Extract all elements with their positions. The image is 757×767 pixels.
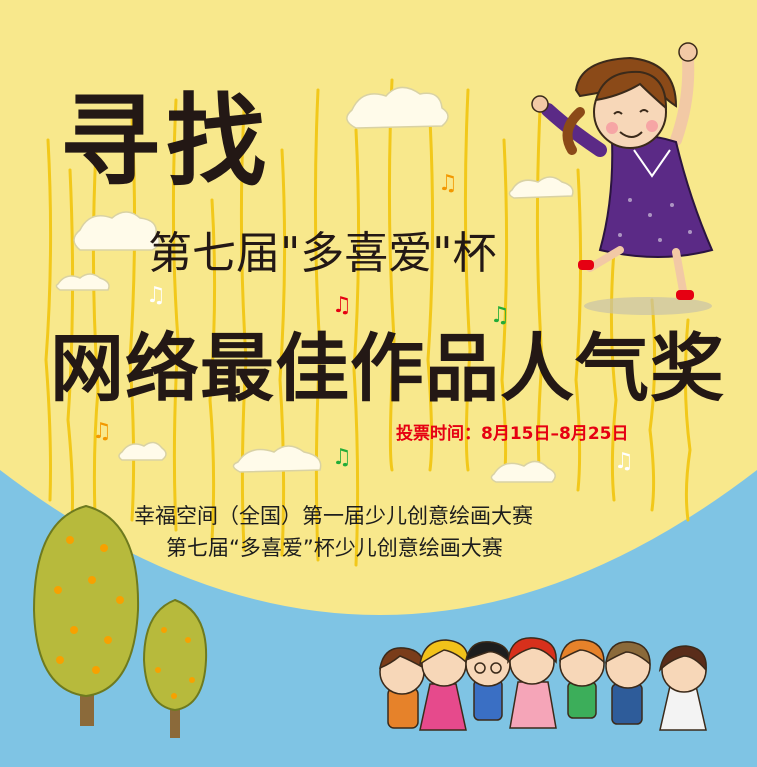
music-note-icon: ♫ <box>490 303 510 328</box>
children-group-illustration <box>379 637 707 731</box>
music-note-icon: ♫ <box>614 449 634 474</box>
cloud-icon <box>73 211 160 251</box>
cloud-icon <box>118 441 167 461</box>
cloud-icon <box>490 460 556 483</box>
child-figure <box>558 639 605 719</box>
child-figure <box>604 641 651 725</box>
child-figure <box>464 641 511 721</box>
music-note-icon: ♫ <box>332 445 352 470</box>
child-figure <box>658 645 707 731</box>
tree-icon <box>142 598 208 738</box>
music-note-icon: ♫ <box>438 171 458 196</box>
cloud-icon <box>508 176 574 199</box>
cloud-icon <box>346 86 449 129</box>
music-note-icon: ♫ <box>146 283 166 308</box>
music-notes: ♫ ♫ ♫ ♫ ♫ ♫ ♫ <box>92 171 634 474</box>
organizer-line-1: 幸福空间（全国）第一届少儿创意绘画大赛 <box>134 504 533 528</box>
cloud-icon <box>232 445 322 473</box>
music-note-icon: ♫ <box>92 419 112 444</box>
headline: 寻找 <box>60 83 272 200</box>
yellow-stripes <box>44 78 692 567</box>
clouds <box>55 86 574 483</box>
girl-illustration <box>531 42 714 315</box>
organizer-line-2: 第七届“多喜爱”杯少儿创意绘画大赛 <box>166 536 503 560</box>
award-title: 网络最佳作品人气奖 <box>50 326 725 412</box>
cloud-icon <box>55 273 110 291</box>
tree-icon <box>32 504 140 726</box>
music-note-icon: ♫ <box>332 293 352 318</box>
child-figure <box>507 637 557 729</box>
vote-period: 投票时间：8月15日–8月25日 <box>396 424 629 444</box>
edition-title: 第七届"多喜爱"杯 <box>148 228 497 279</box>
